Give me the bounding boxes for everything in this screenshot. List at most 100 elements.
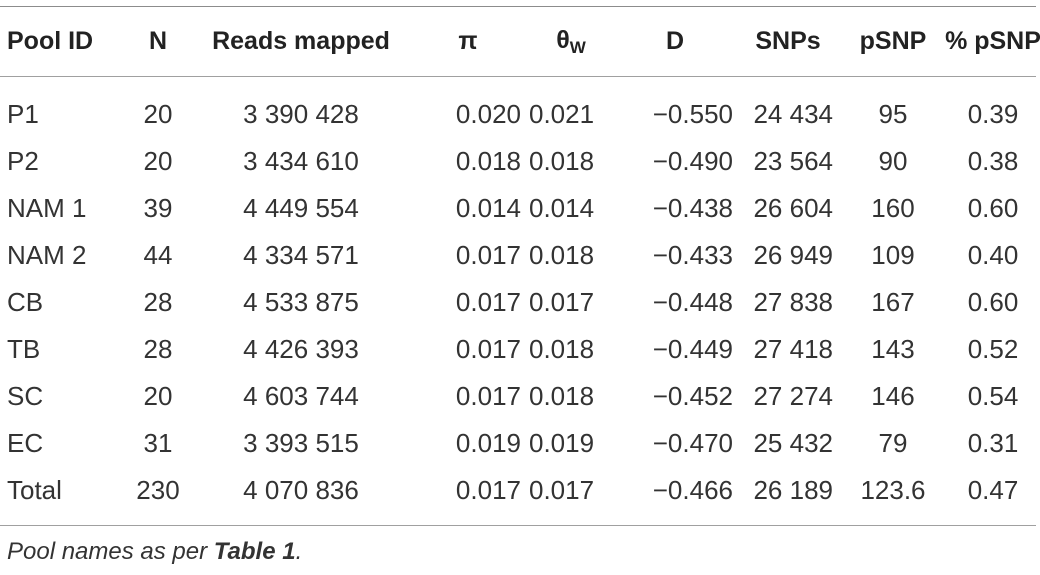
cell-snps: 23 564: [753, 146, 833, 176]
cell-pct-psnp: 0.60: [967, 193, 1019, 223]
table-top-rule: [0, 6, 1036, 7]
cell-pct-psnp: 0.60: [967, 287, 1019, 317]
cell-n: 20: [143, 99, 173, 129]
footnote-text: Pool names as per: [7, 538, 214, 565]
cell-reads-mapped: 4 070 836: [243, 475, 359, 505]
cell-snps: 27 418: [753, 334, 833, 364]
table-row: CB 28 4 533 875 0.017 0.017 −0.448 27 83…: [0, 279, 1040, 326]
cell-theta-w: 0.018: [529, 334, 595, 364]
cell-pct-psnp: 0.52: [967, 334, 1019, 364]
cell-theta-w: 0.017: [529, 475, 595, 505]
cell-snps: 25 432: [753, 428, 833, 458]
cell-pi: 0.018: [455, 146, 521, 176]
cell-pct-psnp: 0.39: [967, 99, 1019, 129]
header-theta-w: θW: [525, 7, 617, 76]
cell-pi: 0.017: [455, 334, 521, 364]
cell-pi: 0.014: [455, 193, 521, 223]
table-body: P1 20 3 390 428 0.020 0.021 −0.550 24 43…: [0, 76, 1040, 514]
header-pct-psnp: % pSNP: [945, 27, 1040, 55]
cell-theta-w: 0.018: [529, 146, 595, 176]
cell-n: 39: [143, 193, 173, 223]
table-header-row: Pool ID N Reads mapped π θW D SNPs pSNP …: [0, 7, 1040, 76]
cell-psnp: 95: [878, 99, 908, 129]
cell-pct-psnp: 0.54: [967, 381, 1019, 411]
cell-d: −0.452: [652, 381, 733, 411]
cell-reads-mapped: 4 533 875: [243, 287, 359, 317]
cell-pool-id: P2: [7, 146, 39, 176]
cell-snps: 24 434: [753, 99, 833, 129]
pool-statistics-table: Pool ID N Reads mapped π θW D SNPs pSNP …: [0, 7, 1040, 514]
cell-pi: 0.019: [455, 428, 521, 458]
cell-theta-w: 0.018: [529, 240, 595, 270]
table-bottom-rule: [0, 525, 1036, 526]
cell-pool-id: TB: [7, 334, 41, 364]
cell-reads-mapped: 3 434 610: [243, 146, 359, 176]
cell-psnp: 79: [878, 428, 908, 458]
table-row: EC 31 3 393 515 0.019 0.019 −0.470 25 43…: [0, 420, 1040, 467]
cell-psnp: 123.6: [860, 475, 926, 505]
cell-n: 20: [143, 381, 173, 411]
cell-psnp: 109: [871, 240, 915, 270]
cell-theta-w: 0.018: [529, 381, 595, 411]
cell-reads-mapped: 4 426 393: [243, 334, 359, 364]
cell-reads-mapped: 3 393 515: [243, 428, 359, 458]
cell-d: −0.433: [652, 240, 733, 270]
header-d: D: [665, 27, 685, 55]
cell-pct-psnp: 0.31: [967, 428, 1019, 458]
table-row: TB 28 4 426 393 0.017 0.018 −0.449 27 41…: [0, 326, 1040, 373]
header-reads-mapped: Reads mapped: [212, 27, 390, 55]
cell-pi: 0.020: [455, 99, 521, 129]
cell-theta-w: 0.019: [529, 428, 595, 458]
cell-pi: 0.017: [455, 381, 521, 411]
cell-reads-mapped: 4 449 554: [243, 193, 359, 223]
cell-pct-psnp: 0.40: [967, 240, 1019, 270]
cell-snps: 26 189: [753, 475, 833, 505]
cell-pi: 0.017: [455, 287, 521, 317]
header-snps: SNPs: [755, 27, 821, 55]
cell-pi: 0.017: [455, 240, 521, 270]
cell-reads-mapped: 4 334 571: [243, 240, 359, 270]
cell-theta-w: 0.021: [529, 99, 595, 129]
table-row: SC 20 4 603 744 0.017 0.018 −0.452 27 27…: [0, 373, 1040, 420]
cell-pool-id: Total: [7, 475, 62, 505]
header-theta-symbol: θ: [556, 25, 570, 54]
cell-n: 44: [143, 240, 173, 270]
cell-pool-id: NAM 2: [7, 240, 87, 270]
table-row: P2 20 3 434 610 0.018 0.018 −0.490 23 56…: [0, 138, 1040, 185]
cell-reads-mapped: 4 603 744: [243, 381, 359, 411]
table-row: P1 20 3 390 428 0.020 0.021 −0.550 24 43…: [0, 76, 1040, 138]
table-header-rule: [0, 76, 1036, 77]
cell-n: 31: [143, 428, 173, 458]
cell-pct-psnp: 0.38: [967, 146, 1019, 176]
cell-n: 28: [143, 334, 173, 364]
cell-pool-id: P1: [7, 99, 39, 129]
footnote-table-reference[interactable]: Table 1: [213, 538, 296, 565]
cell-d: −0.490: [652, 146, 733, 176]
header-theta-subscript: W: [569, 37, 586, 57]
cell-psnp: 143: [871, 334, 915, 364]
cell-pool-id: NAM 1: [7, 193, 87, 223]
table-row-total: Total 230 4 070 836 0.017 0.017 −0.466 2…: [0, 467, 1040, 514]
table-footnote: Pool names as per Table 1.: [7, 538, 302, 566]
cell-d: −0.449: [652, 334, 733, 364]
cell-n: 230: [136, 475, 180, 505]
cell-pool-id: SC: [7, 381, 44, 411]
cell-d: −0.466: [652, 475, 733, 505]
cell-snps: 26 949: [753, 240, 833, 270]
cell-n: 20: [143, 146, 173, 176]
cell-theta-w: 0.017: [529, 287, 595, 317]
cell-psnp: 146: [871, 381, 915, 411]
cell-theta-w: 0.014: [529, 193, 595, 223]
cell-pool-id: CB: [7, 287, 44, 317]
cell-snps: 26 604: [753, 193, 833, 223]
cell-d: −0.448: [652, 287, 733, 317]
table-row: NAM 2 44 4 334 571 0.017 0.018 −0.433 26…: [0, 232, 1040, 279]
header-n: N: [148, 27, 168, 55]
cell-d: −0.470: [652, 428, 733, 458]
header-psnp: pSNP: [859, 27, 927, 55]
cell-snps: 27 838: [753, 287, 833, 317]
cell-snps: 27 274: [753, 381, 833, 411]
cell-n: 28: [143, 287, 173, 317]
header-pool-id: Pool ID: [7, 27, 94, 55]
header-pi: π: [458, 27, 478, 55]
